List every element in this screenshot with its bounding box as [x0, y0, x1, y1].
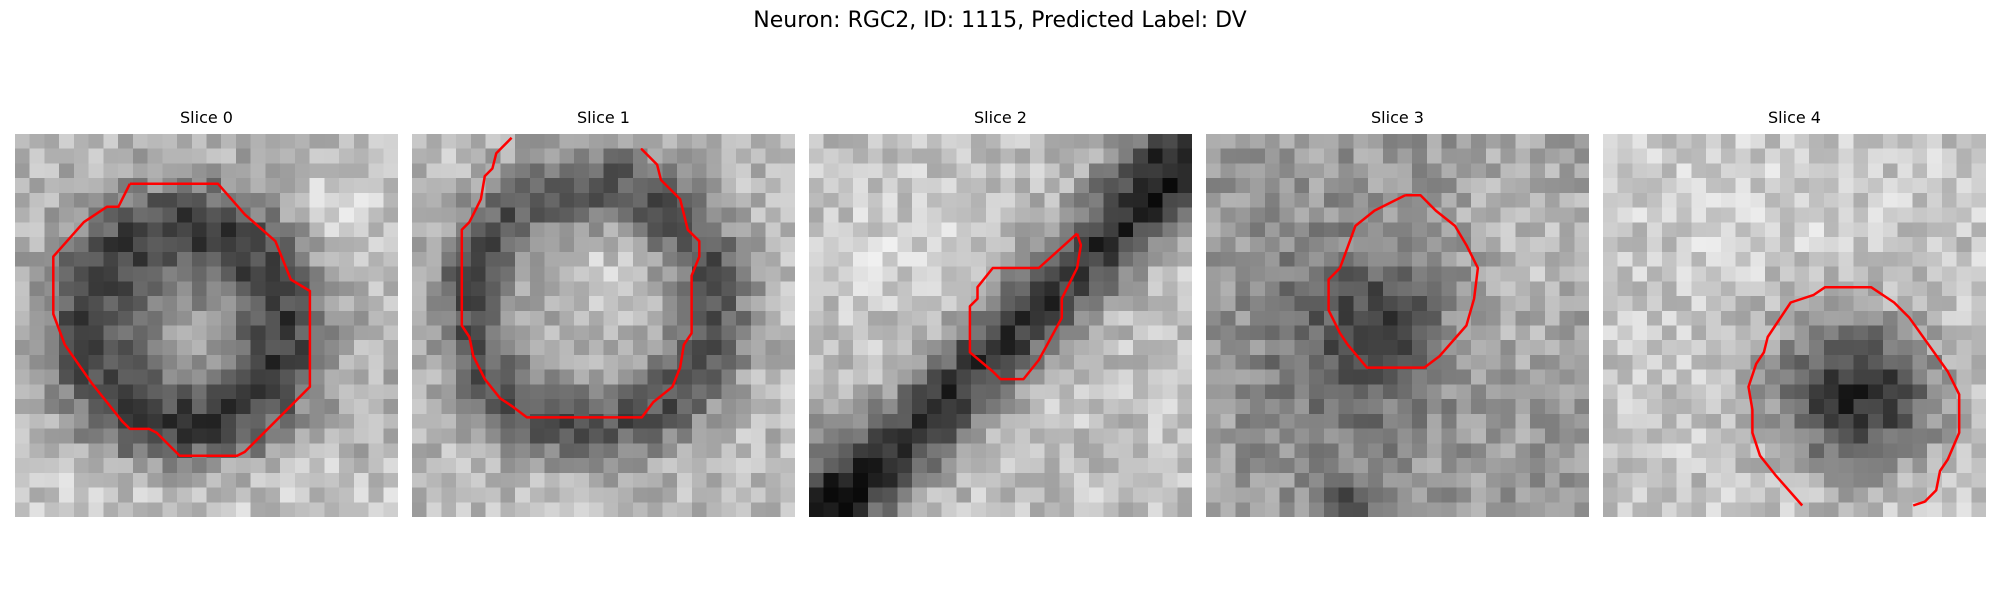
slice-title: Slice 2: [974, 108, 1027, 127]
slice-image: [1603, 134, 1986, 517]
slice-image: [809, 134, 1192, 517]
slice-image: [412, 134, 795, 517]
roi-contour: [1327, 194, 1480, 369]
figure-title: Neuron: RGC2, ID: 1115, Predicted Label:…: [753, 8, 1247, 33]
roi-contour: [1747, 285, 1961, 507]
slice-image: [15, 134, 398, 517]
roi-contour: [460, 136, 701, 419]
slice-title: Slice 0: [180, 108, 233, 127]
roi-contour: [52, 182, 312, 457]
slice-title: Slice 1: [577, 108, 630, 127]
slice-image: [1206, 134, 1589, 517]
slice-title: Slice 3: [1371, 108, 1424, 127]
roi-contour: [968, 232, 1083, 381]
slice-title: Slice 4: [1768, 108, 1821, 127]
